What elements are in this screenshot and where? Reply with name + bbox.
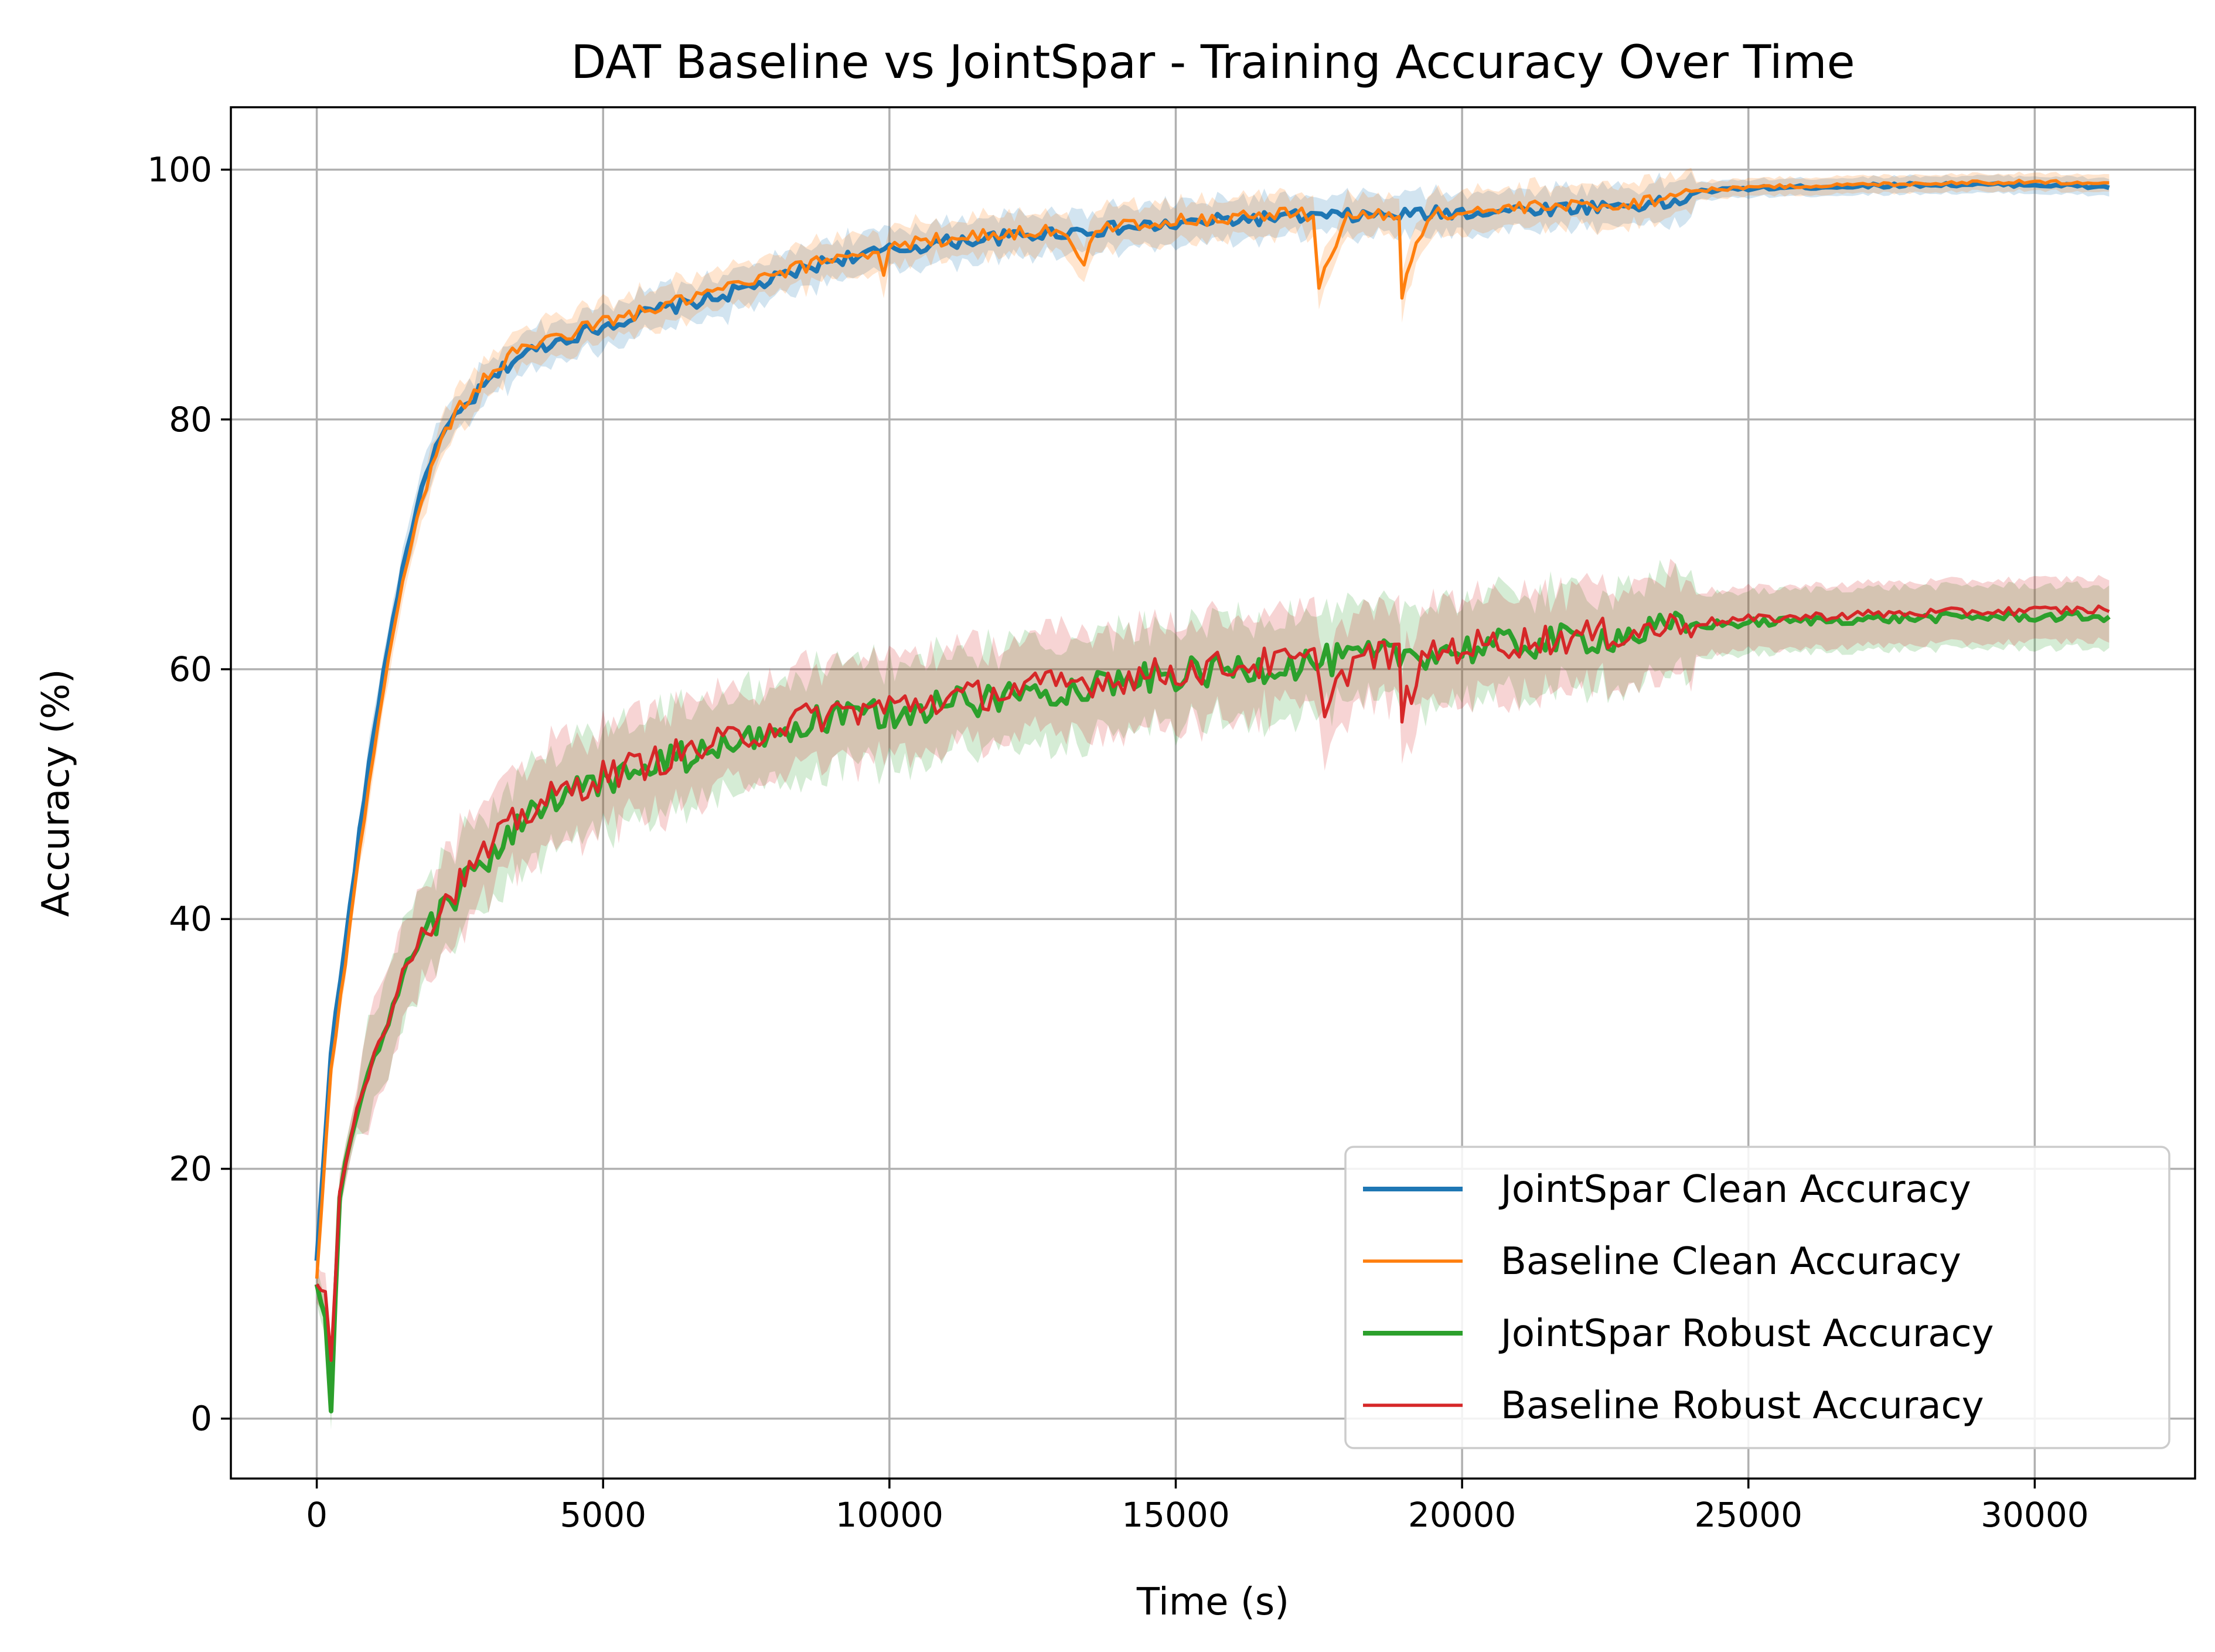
legend-box	[1344, 1146, 2170, 1449]
x-tick-label: 25000	[1694, 1495, 1802, 1535]
legend-label-baseline-clean-accuracy: Baseline Clean Accuracy	[1501, 1240, 1961, 1283]
plot-frame	[230, 106, 2196, 1480]
legend-label-baseline-robust-accuracy: Baseline Robust Accuracy	[1501, 1384, 1984, 1428]
line-baseline-robust-accuracy	[315, 604, 2110, 1363]
x-tick-label: 20000	[1408, 1495, 1517, 1535]
y-tick-label: 20	[169, 1149, 212, 1188]
x-axis-label: Time (s)	[1136, 1581, 1289, 1624]
band-jointspar-robust-accuracy	[316, 560, 2110, 1430]
x-tick-label: 15000	[1122, 1495, 1230, 1535]
y-tick-label: 40	[169, 899, 212, 939]
x-tick-label: 0	[306, 1495, 328, 1535]
line-baseline-clean-accuracy	[315, 178, 2110, 1279]
x-tick-label: 5000	[560, 1495, 646, 1535]
y-tick-label: 60	[169, 649, 212, 689]
axis-ticks: 0 5000 10000 15000 20000 25000 30000 0 20 40 60 80 1…	[147, 150, 2088, 1535]
chart-title: DAT Baseline vs JointSpar - Training Acc…	[571, 36, 1855, 89]
y-tick-label: 80	[169, 400, 212, 440]
x-tick-label: 10000	[836, 1495, 944, 1535]
legend: JointSpar Clean Accuracy Baseline Clean A…	[1344, 1146, 2170, 1449]
y-axis-label: Accuracy (%)	[35, 669, 78, 917]
x-tick-label: 30000	[1981, 1495, 2089, 1535]
band-baseline-robust-accuracy	[316, 558, 2110, 1379]
legend-label-jointspar-robust-accuracy: JointSpar Robust Accuracy	[1498, 1312, 1994, 1355]
legend-label-jointspar-clean-accuracy: JointSpar Clean Accuracy	[1498, 1168, 1971, 1211]
confidence-bands	[316, 168, 2110, 1430]
y-tick-label: 0	[190, 1399, 212, 1439]
y-tick-label: 100	[147, 150, 212, 190]
series-lines	[314, 178, 2111, 1413]
